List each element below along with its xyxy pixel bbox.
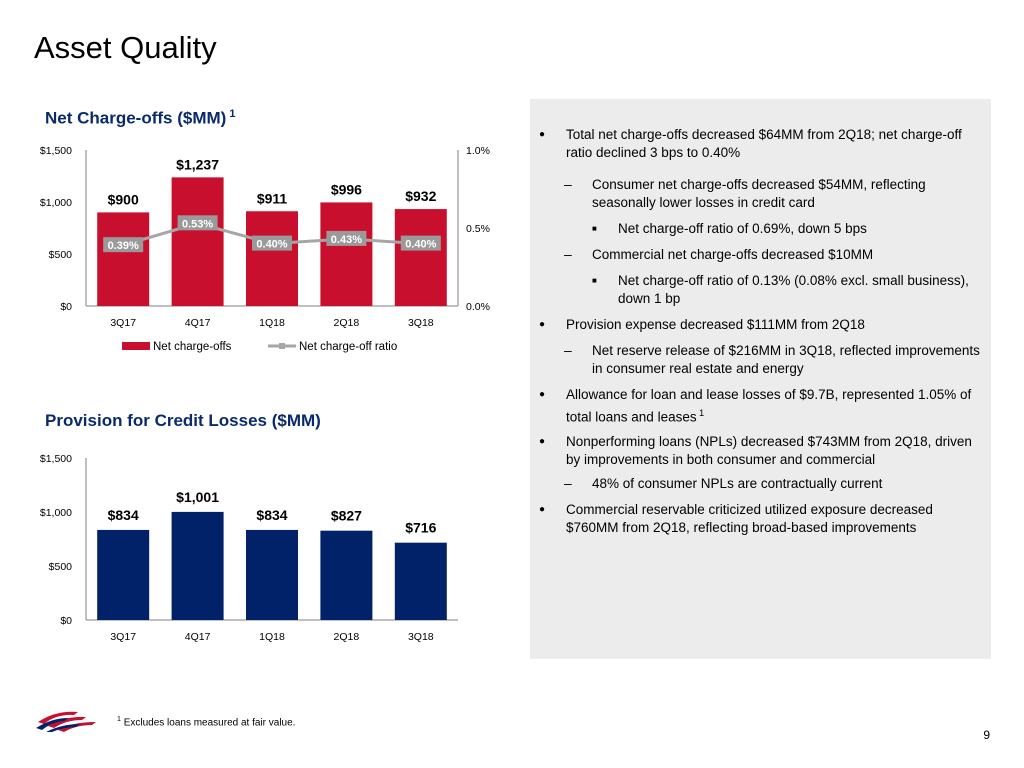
ratio-label-box [177, 215, 218, 231]
x-tick-label: 2Q18 [334, 317, 360, 329]
footnote-marker: 1 [117, 716, 121, 723]
net-charge-offs-chart: $0 $500 $1,000 $1,500 0.0% 0.5% 1.0% $900 3Q17 $1… [40, 145, 490, 353]
net-charge-offs-title: Net Charge-offs ($MM) 1 [45, 108, 236, 128]
bullet-text: 48% of consumer NPLs are contractually c… [592, 475, 883, 491]
ratio-label-box [400, 235, 441, 251]
y2-tick-label: 0.5% [466, 223, 490, 235]
bar-value-label: $911 [257, 190, 288, 206]
x-tick-label: 4Q17 [185, 631, 211, 643]
bullet-level-1: Commercial reservable criticized utilize… [536, 501, 986, 537]
ratio-value-label: 0.53% [182, 218, 213, 230]
net-charge-off-bar [246, 211, 298, 306]
y-tick-label: $1,500 [40, 453, 72, 465]
y-tick-label: $1,000 [40, 507, 72, 519]
x-tick-label: 1Q18 [259, 317, 285, 329]
bullet-level-1: Allowance for loan and lease losses of $… [536, 386, 986, 427]
legend-bar-swatch [122, 342, 150, 350]
bullet-level-3: Net charge-off ratio of 0.13% (0.08% exc… [536, 272, 986, 308]
y-tick-label: $500 [49, 249, 73, 261]
x-tick-label: 3Q17 [110, 317, 136, 329]
bullet-text: Net charge-off ratio of 0.69%, down 5 bp… [618, 221, 867, 236]
bullet-text: Net charge-off ratio of 0.13% (0.08% exc… [618, 273, 969, 306]
x-tick-label: 1Q18 [259, 631, 285, 643]
bullet-level-3: Net charge-off ratio of 0.69%, down 5 bp… [536, 220, 986, 238]
net-charge-off-bar [97, 212, 150, 306]
bullet-text: Net reserve release of $216MM in 3Q18, r… [592, 343, 980, 376]
provision-bar [171, 511, 224, 620]
provision-chart: $0 $500 $1,000 $1,500 $834 3Q17 $1,001 4Q17 $834… [40, 453, 458, 643]
bar-value-label: $1,237 [176, 156, 219, 172]
bullet-level-1: Provision expense decreased $111MM from … [536, 316, 986, 334]
x-tick-label: 2Q18 [334, 631, 360, 643]
bank-flag-logo-icon [36, 711, 96, 732]
page-number: 9 [983, 728, 990, 742]
commentary-bullets: Total net charge-offs decreased $64MM fr… [536, 126, 986, 537]
bar-value-label: $834 [108, 507, 139, 523]
bar-value-label: $900 [108, 191, 139, 207]
x-tick-label: 4Q17 [185, 317, 211, 329]
bullet-text: Commercial reservable criticized utilize… [566, 501, 933, 535]
bar-value-label: $834 [256, 507, 287, 523]
net-charge-off-bar [171, 177, 224, 306]
x-tick-label: 3Q18 [408, 631, 434, 643]
bar-value-label: $932 [405, 188, 436, 204]
bar-value-label: $827 [331, 508, 362, 524]
footnote: 1 Excludes loans measured at fair value. [117, 716, 296, 729]
bullet-level-2: Commercial net charge-offs decreased $10… [536, 245, 986, 264]
y-tick-label: $500 [49, 561, 73, 573]
provision-bar [246, 529, 298, 620]
x-tick-label: 3Q18 [408, 317, 434, 329]
bar-value-label: $996 [331, 181, 362, 197]
bullet-level-2: Net reserve release of $216MM in 3Q18, r… [536, 341, 986, 378]
y-tick-label: $1,000 [40, 197, 72, 209]
bullet-level-2: 48% of consumer NPLs are contractually c… [536, 474, 986, 493]
bullet-text: Nonperforming loans (NPLs) decreased $74… [566, 433, 972, 467]
legend-line-marker [279, 343, 285, 349]
legend-line-label: Net charge-off ratio [299, 341, 397, 353]
y2-tick-label: 0.0% [466, 301, 490, 313]
provision-bar [320, 530, 373, 620]
x-tick-label: 3Q17 [110, 631, 136, 643]
bullet-level-1: Nonperforming loans (NPLs) decreased $74… [536, 433, 986, 469]
bullet-text: Allowance for loan and lease losses of $… [566, 387, 972, 425]
provision-bar [394, 542, 447, 620]
net-charge-off-bar [320, 202, 373, 306]
legend-bar-label: Net charge-offs [153, 341, 232, 353]
y-tick-label: $0 [60, 615, 72, 627]
bullet-level-2: Consumer net charge-offs decreased $54MM… [536, 175, 986, 212]
net-charge-off-bar [394, 209, 447, 306]
bar-value-label: $1,001 [176, 489, 219, 505]
ratio-label-box [252, 235, 292, 251]
bar-value-label: $716 [405, 520, 436, 536]
ratio-value-label: 0.40% [256, 239, 287, 251]
bullet-footnote-marker: 1 [696, 408, 705, 418]
bullet-text: Provision expense decreased $111MM from … [566, 317, 865, 332]
provision-title: Provision for Credit Losses ($MM) [45, 411, 321, 430]
bullet-text: Consumer net charge-offs decreased $54MM… [592, 177, 926, 210]
bullet-text: Commercial net charge-offs decreased $10… [592, 247, 874, 262]
net-charge-offs-title-footnote: 1 [229, 108, 236, 120]
ratio-label-box [326, 230, 367, 246]
bullet-level-1: Total net charge-offs decreased $64MM fr… [536, 126, 986, 162]
bullet-text: Total net charge-offs decreased $64MM fr… [566, 127, 962, 160]
ratio-value-label: 0.39% [108, 240, 139, 252]
page-title: Asset Quality [34, 30, 217, 65]
y-tick-label: $0 [60, 301, 72, 313]
ratio-label-box [103, 237, 144, 253]
y2-tick-label: 1.0% [466, 145, 490, 157]
ratio-value-label: 0.43% [331, 234, 362, 246]
provision-bar [97, 529, 150, 620]
ratio-value-label: 0.40% [405, 239, 436, 251]
y-tick-label: $1,500 [40, 145, 72, 157]
